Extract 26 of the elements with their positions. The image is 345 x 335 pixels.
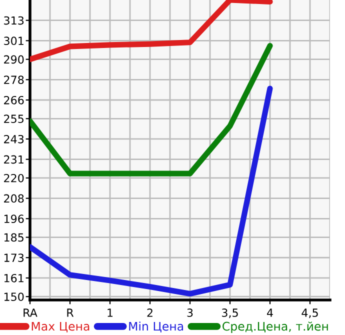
y-tick-label: 313: [4, 16, 24, 25]
y-tick-label: 220: [4, 174, 24, 182]
y-tick-label: 208: [4, 194, 24, 203]
x-tick-label: RA: [24, 308, 38, 317]
y-tick-label: 255: [4, 114, 24, 124]
y-tick-label: 196: [4, 214, 24, 224]
x-tick-label: 3,5: [222, 308, 238, 318]
y-tick-label: 161: [4, 274, 24, 282]
x-tick-label: 1: [108, 308, 113, 317]
legend-label: Min Цена: [129, 322, 184, 332]
x-tick-label: R: [67, 308, 74, 317]
y-tick-label: 290: [4, 55, 24, 64]
legend-label: Сред.Цена, т.йен: [222, 322, 328, 333]
y-tick-label: 173: [4, 254, 24, 262]
y-tick-label: 243: [4, 134, 24, 144]
y-tick-label: 185: [4, 233, 24, 242]
x-tick-label: 4,5: [302, 308, 318, 318]
x-tick-label: 4: [267, 308, 273, 317]
legend-label: Max Цена: [32, 322, 90, 332]
x-tick-label: 2: [147, 308, 152, 317]
y-tick-label: 266: [4, 96, 24, 104]
x-tick-label: 3: [187, 308, 193, 317]
y-tick-label: 301: [4, 36, 24, 46]
y-tick-label: 278: [4, 76, 24, 84]
y-tick-label: 231: [4, 155, 24, 164]
y-tick-label: 150: [4, 292, 24, 301]
